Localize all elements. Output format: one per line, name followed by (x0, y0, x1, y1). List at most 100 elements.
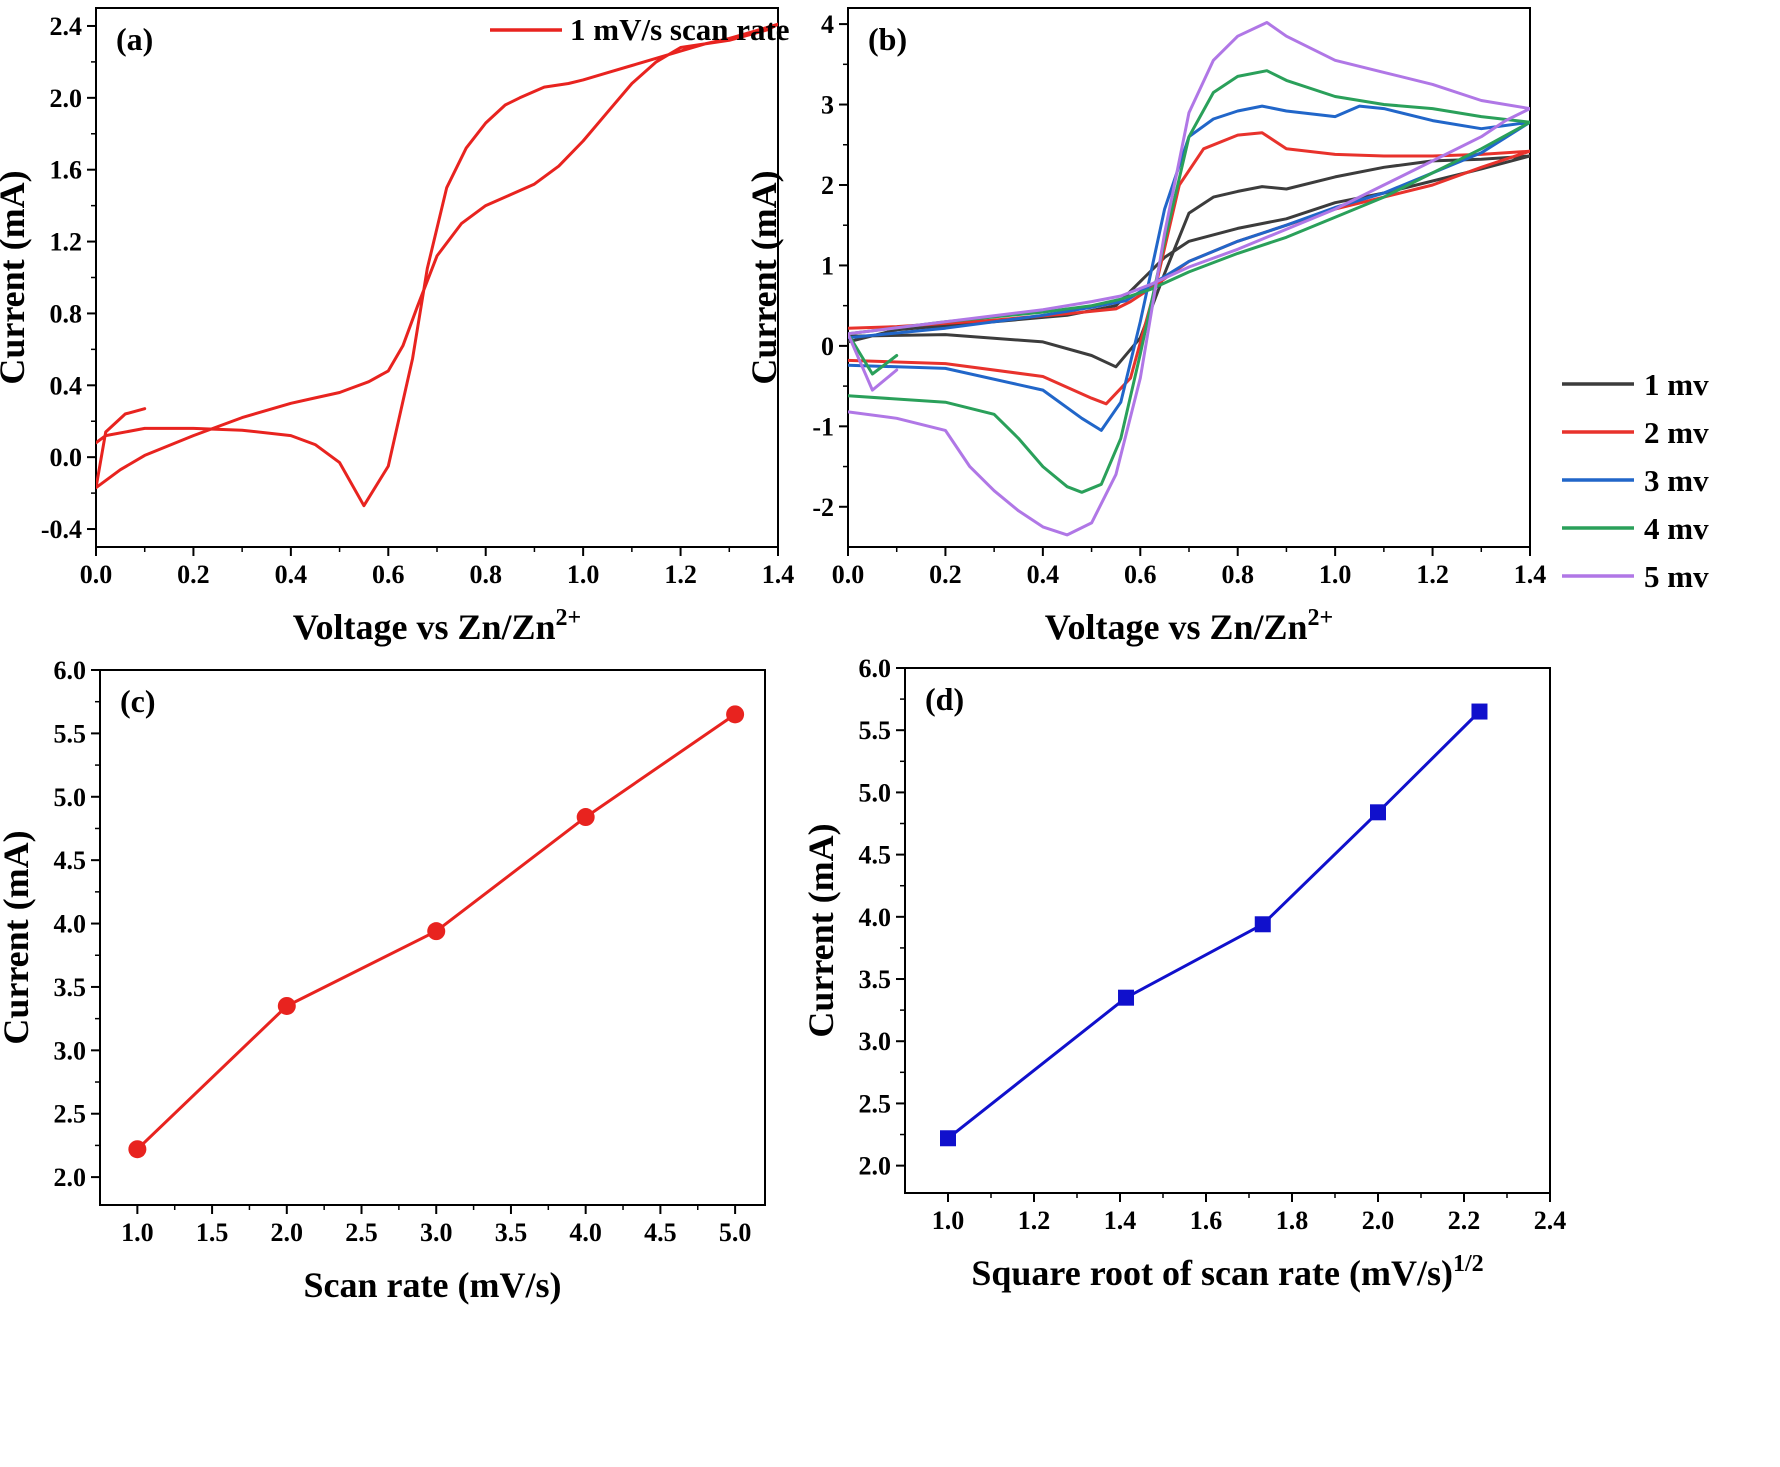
data-point (1254, 916, 1271, 933)
y-tick-label: 1.2 (50, 228, 83, 257)
x-tick-label: 1.2 (1416, 560, 1449, 589)
legend-label: 1 mv (1644, 367, 1709, 402)
series-line-1 (946, 710, 1481, 1140)
panel-c: 1.0 1.5 2.0 2.5 3.0 3.5 4.0 4.5 5.0 2.0 2.5 3.0 3.5 4… (0, 656, 766, 1305)
y-tick-label: 1.6 (50, 156, 83, 185)
x-tick-label: 1.2 (664, 560, 697, 589)
x-tick-label: 2.5 (345, 1218, 378, 1247)
panel-label: (d) (925, 681, 964, 717)
legend-label: 1 mV/s scan rate (570, 12, 790, 47)
series-line-5 (848, 21, 1530, 537)
x-tick-label: 1.5 (196, 1218, 229, 1247)
panel-label: (c) (120, 683, 156, 719)
x-axis-label-text: Voltage vs Zn/Zn (1045, 607, 1308, 647)
panel-label: (a) (116, 21, 153, 57)
panel-d: 1.0 1.2 1.4 1.6 1.8 2.0 2.2 2.4 2.0 2.5 3.0 3.5 4.0 4… (801, 654, 1566, 1293)
y-tick-label: -1 (812, 412, 834, 441)
y-tick-label: 0.4 (50, 371, 83, 400)
y-tick-label: 0.0 (50, 443, 83, 472)
x-tick-label: 2.0 (1362, 1206, 1395, 1235)
y-tick-label: 4.5 (54, 846, 87, 875)
x-tick-label: 1.0 (567, 560, 600, 589)
x-tick-label: 0.4 (275, 560, 308, 589)
y-tick-label: 2 (821, 171, 834, 200)
y-axis-label: Current (mA) (0, 170, 32, 384)
x-tick-label: 0.0 (832, 560, 865, 589)
x-axis-label: Square root of scan rate (mV/s)1/2 (971, 1251, 1483, 1293)
x-tick-label: 1.4 (762, 560, 795, 589)
x-tick-label: 1.8 (1276, 1206, 1309, 1235)
x-tick-label: 0.2 (929, 560, 962, 589)
y-tick-label: 0.8 (50, 299, 83, 328)
y-axis-label: Current (mA) (801, 823, 841, 1037)
x-tick-label: 1.2 (1018, 1206, 1051, 1235)
x-axis-label-superscript: 2+ (556, 605, 582, 631)
y-tick-label: 5.0 (54, 783, 87, 812)
data-point (427, 922, 446, 941)
x-tick-label: 4.5 (644, 1218, 677, 1247)
x-tick-label: 0.6 (372, 560, 405, 589)
x-tick-label: 0.0 (80, 560, 113, 589)
y-tick-label: 3.0 (54, 1036, 87, 1065)
data-point (277, 996, 296, 1015)
plot-area (128, 705, 745, 1159)
plot-frame (95, 7, 779, 548)
x-axis-label-text: Scan rate (mV/s) (304, 1265, 562, 1305)
y-axis-label: Current (mA) (0, 830, 36, 1044)
x-axis-label-text: Square root of scan rate (mV/s) (971, 1253, 1453, 1293)
panel-a: 0.0 0.2 0.4 0.6 0.8 1.0 1.2 1.4 -0.4 0.0 0.4 0.8 1.2… (0, 7, 795, 647)
y-tick-label: 2.0 (50, 84, 83, 113)
plot-frame (99, 669, 766, 1206)
y-tick-label: -2 (812, 493, 834, 522)
x-tick-label: 0.6 (1124, 560, 1157, 589)
y-tick-label: 3.0 (859, 1027, 892, 1056)
legend-label: 4 mv (1644, 511, 1709, 546)
legend-label: 5 mv (1644, 559, 1709, 594)
y-tick-label: 2.5 (859, 1089, 892, 1118)
data-point (1471, 703, 1488, 720)
data-point (1118, 989, 1135, 1006)
y-tick-label: 0 (821, 332, 834, 361)
y-tick-label: -0.4 (41, 515, 82, 544)
data-point (1370, 804, 1386, 821)
x-tick-label: 0.8 (1221, 560, 1254, 589)
x-tick-label: 0.4 (1027, 560, 1060, 589)
y-tick-label: 3.5 (54, 973, 87, 1002)
y-tick-label: 3 (821, 91, 834, 120)
y-tick-label: 2.0 (859, 1152, 892, 1181)
legend-label: 3 mv (1644, 463, 1709, 498)
x-tick-label: 5.0 (719, 1218, 752, 1247)
series-line-1 (96, 22, 778, 508)
x-tick-label: 4.0 (569, 1218, 602, 1247)
x-tick-label: 3.5 (495, 1218, 528, 1247)
y-tick-label: 6.0 (54, 656, 87, 685)
y-axis-label: Current (mA) (744, 170, 784, 384)
data-point (726, 705, 745, 724)
series-line-4 (848, 69, 1530, 494)
x-tick-label: 1.4 (1514, 560, 1547, 589)
plot-area (96, 22, 778, 508)
y-tick-label: 2.0 (54, 1163, 87, 1192)
x-axis-label: Voltage vs Zn/Zn2+ (293, 605, 581, 647)
y-tick-label: 4.0 (54, 910, 87, 939)
legend-label: 2 mv (1644, 415, 1709, 450)
x-tick-label: 2.2 (1448, 1206, 1481, 1235)
plot-frame (904, 667, 1551, 1194)
x-tick-label: 1.6 (1190, 1206, 1223, 1235)
x-axis-label: Scan rate (mV/s) (304, 1265, 562, 1305)
y-tick-label: 5.0 (859, 778, 892, 807)
plot-frame (847, 7, 1531, 548)
plot-area (940, 703, 1488, 1147)
y-tick-label: 1 (821, 251, 834, 280)
y-tick-label: 2.4 (50, 12, 83, 41)
y-tick-label: 4 (821, 10, 834, 39)
x-axis-label-text: Voltage vs Zn/Zn (293, 607, 556, 647)
x-tick-label: 1.0 (932, 1206, 965, 1235)
data-point (128, 1140, 147, 1159)
x-tick-label: 3.0 (420, 1218, 453, 1247)
y-tick-label: 4.0 (859, 903, 892, 932)
data-point (940, 1130, 956, 1147)
x-tick-label: 1.4 (1104, 1206, 1137, 1235)
plot-area (848, 21, 1530, 537)
